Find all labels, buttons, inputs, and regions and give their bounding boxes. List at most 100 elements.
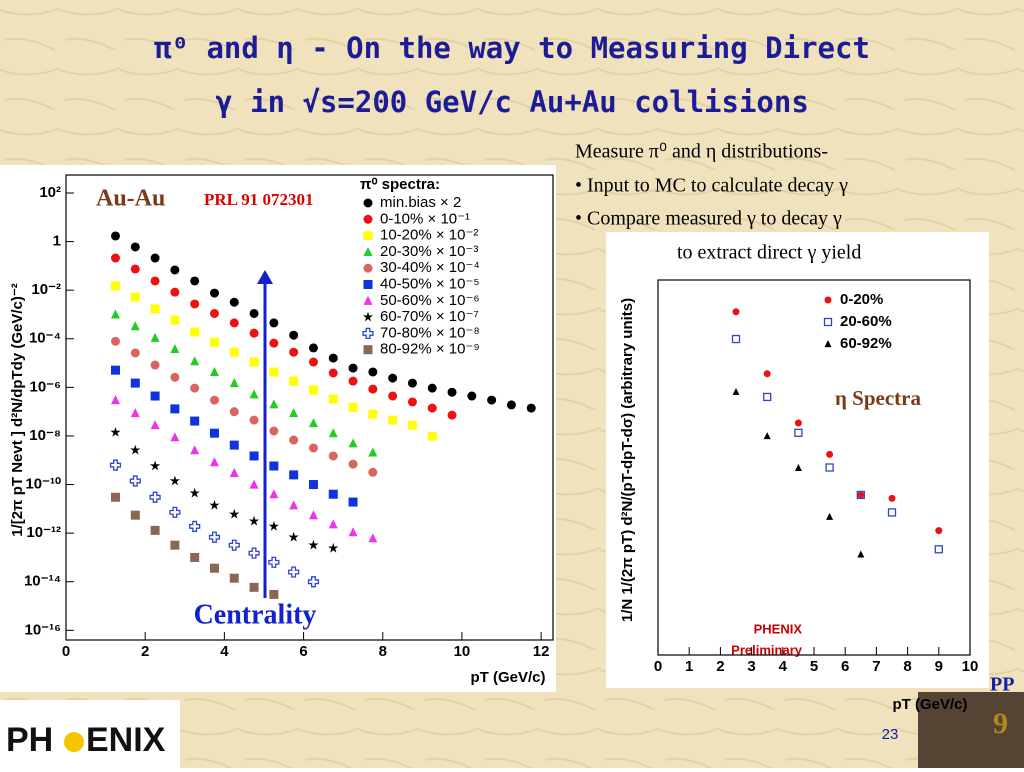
data-point	[348, 363, 358, 373]
legend-label: 30-40% × 10⁻⁴	[380, 259, 480, 276]
plot-frame	[65, 174, 554, 641]
data-point	[289, 330, 299, 340]
data-point	[328, 428, 338, 438]
data-point	[506, 400, 516, 410]
data-point	[348, 459, 358, 469]
bullet: • Input to MC to calculate decay γ	[575, 175, 848, 197]
data-point	[130, 348, 140, 358]
data-point	[269, 399, 279, 409]
data-point	[209, 428, 219, 438]
legend-marker	[362, 311, 374, 322]
legend-label: 0-10% × 10⁻¹	[380, 210, 470, 227]
data-point	[427, 383, 437, 393]
data-point	[109, 459, 122, 471]
data-point	[190, 299, 200, 309]
y-tick-label: 10⁻⁶	[29, 378, 61, 395]
legend-label: 50-60% × 10⁻⁶	[380, 292, 480, 309]
data-point	[130, 444, 141, 455]
data-point	[732, 388, 740, 396]
y-tick-label: 10⁻⁴	[29, 330, 61, 347]
data-point	[368, 447, 378, 457]
data-point	[348, 497, 358, 507]
x-tick-label: 2	[141, 643, 149, 660]
data-point	[249, 582, 259, 592]
data-point	[348, 527, 358, 537]
data-point	[308, 480, 318, 490]
data-point	[308, 539, 319, 550]
data-point	[229, 440, 239, 450]
data-point	[209, 308, 219, 318]
data-point	[130, 242, 140, 252]
data-point	[249, 328, 259, 338]
data-point	[209, 337, 219, 347]
data-point	[189, 487, 200, 498]
data-point	[130, 510, 140, 520]
x-tick-label: 3	[747, 658, 755, 675]
data-point	[170, 432, 180, 442]
data-point	[268, 521, 279, 531]
data-point	[190, 356, 200, 366]
data-point	[487, 395, 497, 405]
legend-label: 40-50% × 10⁻⁵	[380, 275, 480, 292]
data-point	[130, 264, 140, 274]
data-point	[269, 589, 279, 599]
data-point	[149, 460, 161, 471]
legend-label: 0-20%	[840, 291, 883, 308]
data-point	[170, 344, 180, 354]
data-point	[170, 265, 180, 275]
data-point	[150, 276, 160, 286]
data-point	[170, 315, 180, 325]
data-point	[857, 550, 865, 558]
data-point	[307, 576, 320, 588]
data-point	[190, 276, 200, 286]
data-point	[732, 308, 740, 316]
data-point	[368, 384, 378, 394]
title-line: γ in √s=200 GeV/c Au+Au collisions	[215, 85, 809, 119]
legend-label: 10-20% × 10⁻²	[380, 227, 478, 244]
data-point	[229, 573, 239, 583]
data-point	[150, 420, 160, 430]
legend-label: 60-92%	[840, 335, 892, 352]
logo-text: PH	[6, 721, 53, 759]
data-point	[170, 287, 180, 297]
data-point	[249, 415, 259, 425]
data-point	[229, 508, 240, 519]
data-point	[328, 394, 338, 404]
data-point	[209, 288, 219, 298]
data-point	[110, 492, 120, 502]
data-point	[763, 370, 771, 378]
data-point	[328, 489, 338, 499]
data-point	[249, 389, 259, 399]
x-tick-label: 0	[62, 643, 70, 660]
data-point	[150, 332, 160, 342]
data-point	[169, 506, 181, 518]
data-point	[763, 392, 772, 402]
title-line: π⁰ and η - On the way to Measuring Direc…	[154, 31, 870, 65]
data-point	[289, 500, 299, 510]
annotation: Preliminary	[731, 642, 803, 657]
data-point	[269, 367, 279, 377]
data-point	[229, 318, 239, 328]
data-point	[150, 304, 160, 314]
data-point	[110, 309, 120, 319]
data-point	[189, 520, 201, 532]
data-point	[130, 408, 140, 418]
y-axis-label: 1/N 1/(2π pT) d²N/(pT-dpT-dσ) (arbitrary…	[619, 298, 636, 622]
data-point	[794, 419, 802, 427]
data-point	[229, 297, 239, 307]
data-point	[427, 431, 437, 441]
data-point	[935, 527, 943, 535]
annotation: Centrality	[194, 599, 317, 630]
data-point	[308, 418, 318, 428]
y-tick-label: 10⁻¹⁶	[24, 621, 61, 638]
x-axis-label: pT (GeV/c)	[892, 696, 967, 713]
data-point	[249, 357, 259, 367]
data-point	[248, 547, 260, 559]
data-point	[731, 334, 741, 344]
data-point	[407, 378, 417, 388]
data-point	[208, 531, 221, 543]
data-point	[170, 372, 180, 382]
legend-marker	[363, 345, 373, 355]
data-point	[368, 467, 378, 477]
bullet: Measure π⁰ and η distributions-	[575, 141, 828, 163]
